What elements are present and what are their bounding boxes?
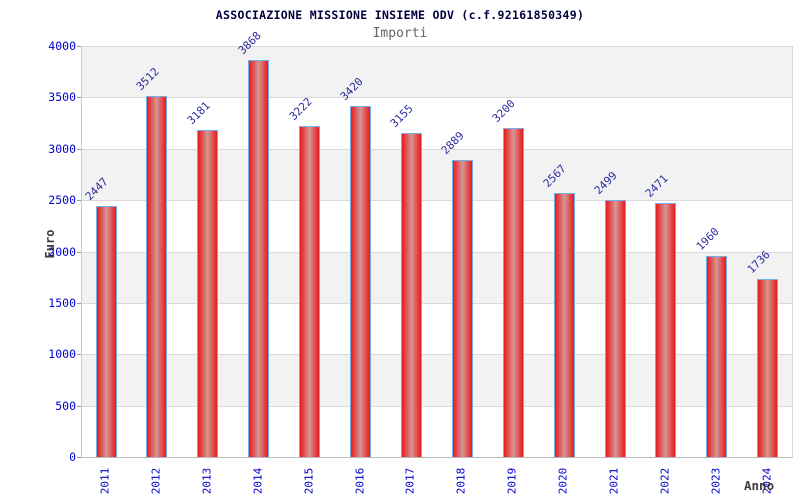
x-tick-label: 2012 xyxy=(149,467,163,495)
bar-2017 xyxy=(400,132,422,457)
y-tick-mark xyxy=(77,97,81,99)
x-tick-label: 2013 xyxy=(200,467,214,495)
x-tick-label: 2017 xyxy=(403,467,417,495)
grid-band xyxy=(82,148,792,201)
x-tick-label: 2016 xyxy=(353,467,366,495)
y-tick-mark xyxy=(77,457,81,458)
y-tick-label: 3000 xyxy=(48,141,76,156)
bar-2012 xyxy=(146,96,168,457)
y-tick-label: 0 xyxy=(69,450,76,464)
x-tick-label: 2015 xyxy=(302,467,316,495)
x-tick-label: 2021 xyxy=(607,467,621,495)
bar-2024 xyxy=(757,278,779,457)
grid-band xyxy=(82,251,792,303)
x-tick-label: 2018 xyxy=(454,467,468,495)
y-axis-label: Euro xyxy=(43,229,57,259)
y-tick-mark xyxy=(77,302,81,304)
bar-2011 xyxy=(95,205,117,457)
y-tick-mark xyxy=(77,251,81,253)
x-tick-label: 2014 xyxy=(251,467,265,495)
chart-title: ASSOCIAZIONE MISSIONE INSIEME ODV (c.f.9… xyxy=(215,8,585,22)
plot-area: 2447 3512 3181 3868 3222 3420 3155 2889 3200 2567… xyxy=(81,29,793,458)
bar-2018 xyxy=(451,160,473,457)
y-tick-label: 2000 xyxy=(48,244,76,259)
y-tick-mark xyxy=(77,200,81,202)
y-tick-label: 1000 xyxy=(48,347,76,362)
chart-subtitle: Importi xyxy=(372,26,428,41)
grid-band xyxy=(82,405,792,457)
x-tick-label: 2022 xyxy=(658,467,672,495)
y-tick-label: 500 xyxy=(55,398,76,413)
x-tick-label: 2023 xyxy=(709,467,723,495)
x-tick-label: 2011 xyxy=(98,467,112,495)
y-tick-mark xyxy=(77,148,81,150)
y-tick-label: 3500 xyxy=(48,90,76,105)
grid-band xyxy=(82,200,792,252)
bar-2019 xyxy=(502,128,524,457)
x-axis-label: Anno xyxy=(744,478,775,493)
bar-2023 xyxy=(706,255,728,457)
bar-2015 xyxy=(299,125,321,457)
bar-2022 xyxy=(655,203,677,457)
grid-band xyxy=(82,354,792,406)
y-tick-mark xyxy=(77,405,81,407)
x-tick-label: 2020 xyxy=(556,467,570,495)
y-tick-mark xyxy=(77,46,81,47)
bar-2014 xyxy=(248,59,270,457)
y-tick-label: 2500 xyxy=(48,193,76,208)
grid-band xyxy=(82,46,792,98)
y-tick-label: 4000 xyxy=(48,39,76,53)
bar-2013 xyxy=(197,130,219,457)
y-tick-label: 1500 xyxy=(48,295,76,310)
x-tick-label: 2019 xyxy=(505,467,519,495)
bar-2016 xyxy=(350,105,371,457)
y-tick-mark xyxy=(77,354,81,356)
bar-2020 xyxy=(553,193,575,457)
grid-band xyxy=(82,302,792,355)
grid-band xyxy=(82,97,792,149)
bar-2021 xyxy=(604,200,626,457)
